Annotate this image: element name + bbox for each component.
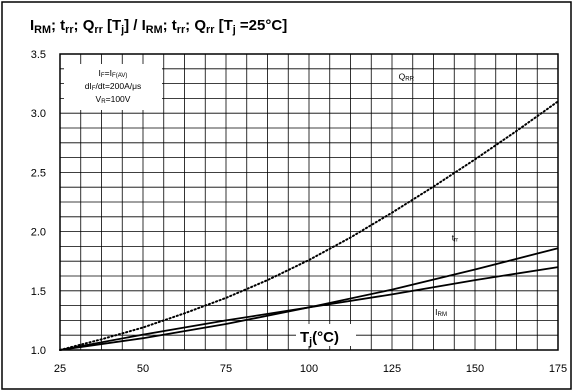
x-axis-ticks: 25 50 75 100 125 150 175: [54, 363, 567, 375]
y-tick-label: 1.5: [31, 286, 46, 298]
x-tick-label: 175: [549, 363, 567, 375]
series-group: [59, 100, 559, 351]
x-tick-label: 25: [54, 363, 66, 375]
y-tick-label: 3.5: [31, 49, 46, 61]
series-line-irm: [59, 266, 559, 351]
series-labels: QRR trr IRM: [399, 71, 459, 318]
x-tick-label: 50: [137, 363, 149, 375]
x-tick-label: 125: [383, 363, 401, 375]
chart-title: IRM; trr; Qrr [Tj] / IRM; trr; Qrr [Tj =…: [30, 17, 287, 36]
test-conditions: IF=IF(AV) dIF/dt=200A/μs VR=100V: [85, 68, 142, 105]
y-tick-label: 2.0: [31, 227, 46, 239]
series-label-qrr: QRR: [399, 71, 415, 82]
y-tick-label: 3.0: [31, 108, 46, 120]
condition-line: IF=IF(AV): [99, 68, 128, 79]
y-axis-ticks: 1.0 1.5 2.0 2.5 3.0 3.5: [31, 49, 46, 357]
x-axis-title-bg: [296, 324, 356, 346]
condition-line: dIF/dt=200A/μs: [85, 81, 142, 92]
plot-border: [59, 53, 559, 351]
x-axis-title: Tj(°C): [300, 329, 339, 348]
x-tick-label: 100: [300, 363, 318, 375]
series-label-irm: IRM: [435, 307, 447, 318]
condition-line: VR=100V: [96, 94, 131, 105]
conditions-box-bg: [64, 64, 162, 110]
y-tick-label: 1.0: [31, 345, 46, 357]
series-line-qrr: [59, 100, 559, 351]
series-label-trr: trr: [452, 233, 458, 244]
y-tick-label: 2.5: [31, 167, 46, 179]
x-tick-label: 150: [466, 363, 484, 375]
x-tick-label: 75: [220, 363, 232, 375]
